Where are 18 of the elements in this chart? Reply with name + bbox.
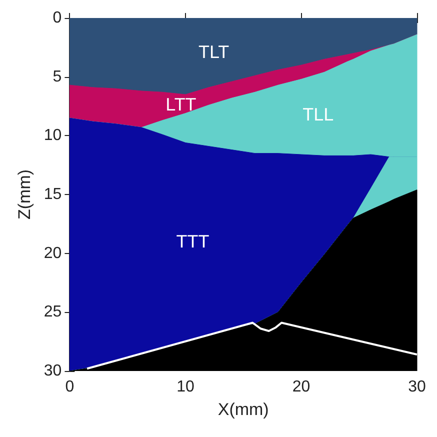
- x-tick-label: 20: [292, 378, 310, 396]
- y-axis-title: Z(mm): [15, 169, 34, 220]
- x-tick-label: 0: [65, 378, 74, 396]
- y-tick-label: 10: [44, 127, 62, 144]
- y-tick-label: 5: [52, 68, 62, 86]
- y-tick-label: 15: [44, 186, 62, 203]
- series-label: TTT: [176, 232, 210, 252]
- series-label: LTT: [166, 94, 196, 114]
- x-axis-title: X(mm): [218, 400, 269, 419]
- series-label: TLL: [302, 104, 334, 125]
- y-tick-label: 20: [44, 244, 62, 262]
- y-tick-label: 30: [44, 362, 62, 380]
- y-tick-label: 25: [44, 304, 62, 321]
- x-tick-label: 30: [408, 378, 426, 396]
- line-series: [86, 322, 418, 370]
- x-tick-label: 10: [176, 378, 194, 396]
- y-tick-label: 0: [52, 10, 62, 26]
- series-label: TLT: [198, 42, 230, 62]
